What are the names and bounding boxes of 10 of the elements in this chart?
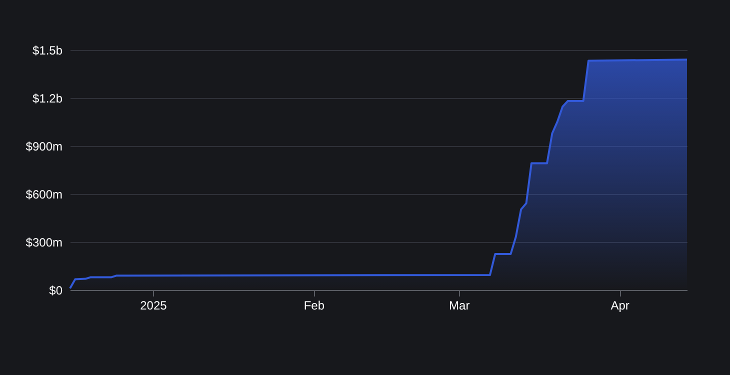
- x-tick-label: 2025: [140, 298, 168, 312]
- y-tick-label: $1.5b: [32, 44, 63, 58]
- y-tick-label: $0: [49, 284, 63, 298]
- y-tick-label: $900m: [26, 140, 62, 154]
- x-tick-label: Mar: [449, 298, 470, 312]
- y-tick-label: $600m: [26, 188, 62, 202]
- y-tick-label: $300m: [26, 236, 62, 250]
- x-tick-label: Apr: [610, 298, 630, 312]
- y-tick-label: $1.2b: [32, 92, 63, 106]
- x-tick-label: Feb: [304, 298, 325, 312]
